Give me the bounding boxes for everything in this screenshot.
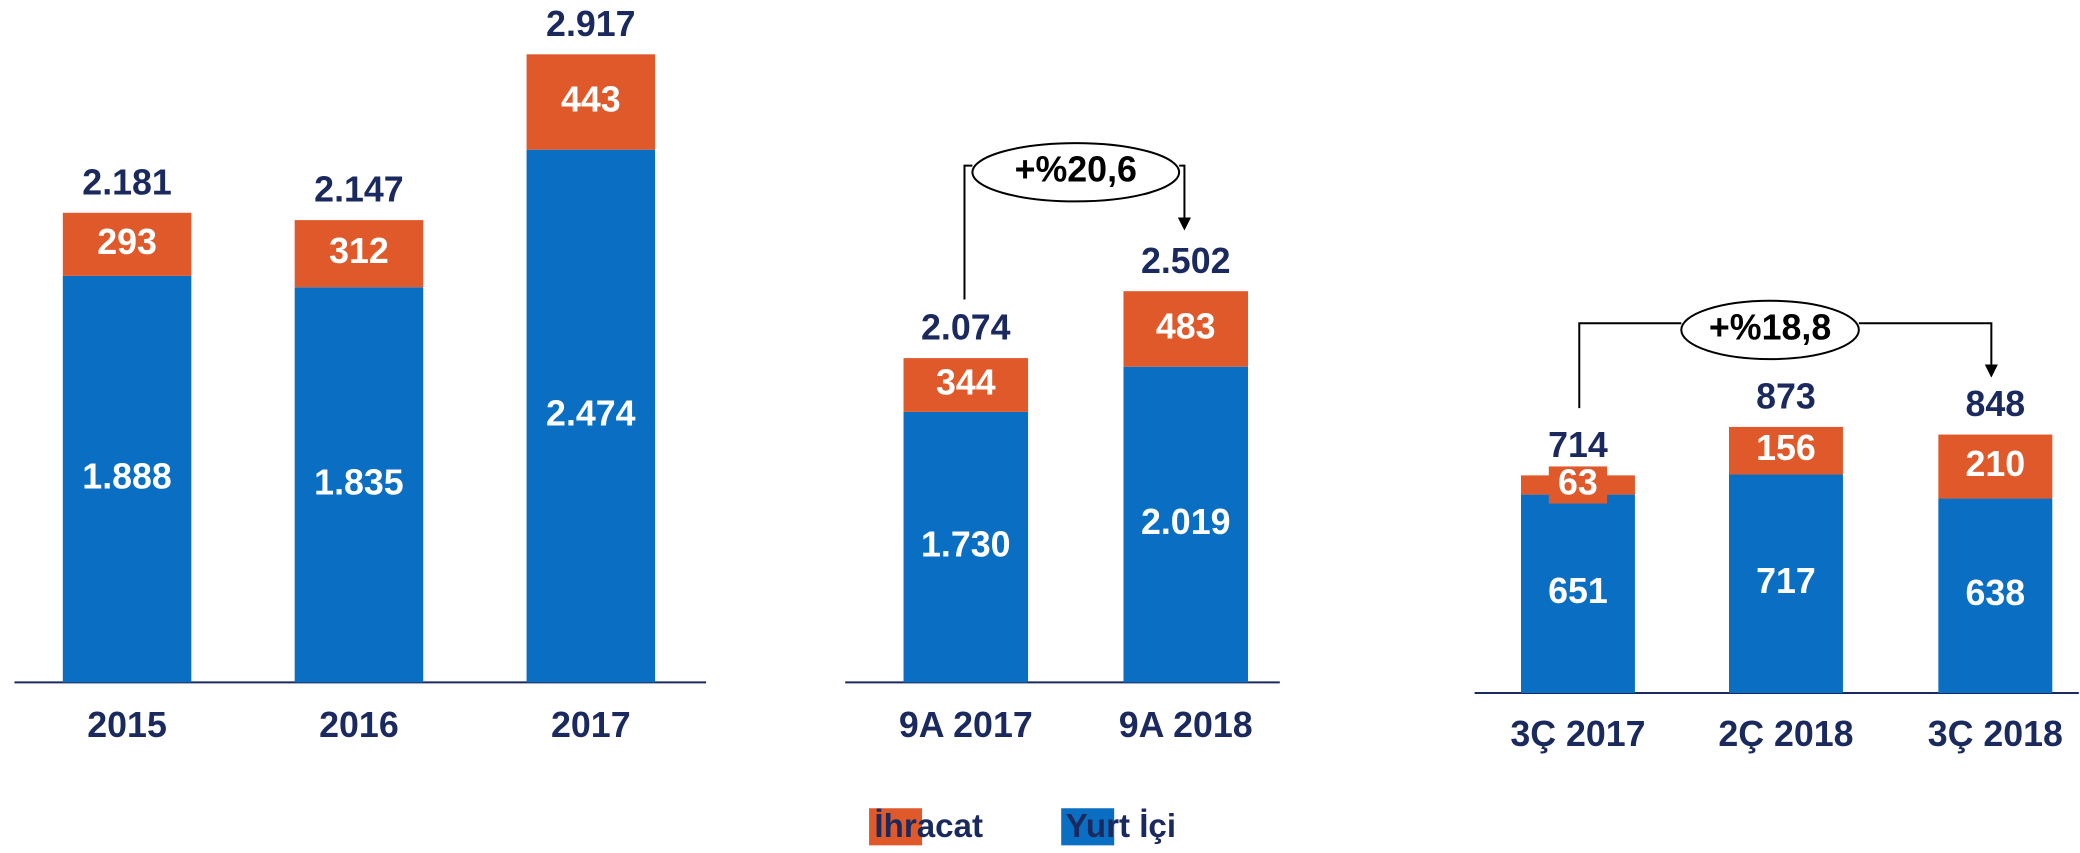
- value-label: 2.019: [1141, 502, 1231, 542]
- x-tick-label: 3Ç 2018: [1928, 714, 2063, 754]
- x-tick-label: 2016: [319, 705, 399, 745]
- value-label: 344: [936, 362, 996, 402]
- growth-bracket: [963, 164, 1184, 300]
- value-label: 651: [1548, 571, 1608, 611]
- legend-label: İhracat: [874, 808, 983, 845]
- bar-segment: [1123, 366, 1249, 683]
- value-label: 210: [1965, 444, 2025, 484]
- total-label: 848: [1965, 384, 2025, 424]
- total-label: 2.074: [921, 308, 1011, 348]
- bar-segment: [903, 411, 1029, 683]
- bar-segment: [62, 275, 192, 683]
- legend-swatch: [869, 808, 923, 846]
- legend-swatch: [1061, 808, 1115, 846]
- bar-segment: [1729, 474, 1843, 693]
- total-label: 2.502: [1141, 241, 1231, 281]
- value-label: 1.888: [82, 457, 172, 497]
- x-tick-label: 2015: [87, 705, 167, 745]
- total-label: 2.147: [314, 170, 404, 210]
- x-tick-label: 2Ç 2018: [1718, 714, 1853, 754]
- bar-segment: [1938, 498, 2053, 693]
- value-label: 2.474: [546, 393, 636, 433]
- value-label: 443: [561, 79, 621, 119]
- bar-segment: [526, 54, 656, 150]
- bar-segment: [1123, 291, 1249, 367]
- growth-label: +%18,8: [1709, 307, 1831, 347]
- total-label: 2.181: [82, 162, 172, 202]
- bar-segment: [294, 220, 424, 288]
- value-label: 717: [1756, 561, 1816, 601]
- bar-segment: [903, 358, 1029, 412]
- bar-segment: [526, 149, 656, 683]
- value-label: 63: [1558, 462, 1598, 502]
- bar-segment: [1520, 494, 1635, 693]
- legend-label: Yurt İçi: [1066, 808, 1176, 845]
- x-tick-label: 9A 2017: [899, 705, 1033, 745]
- value-label: 312: [329, 231, 389, 271]
- growth-bubble: [971, 142, 1181, 203]
- value-label: 483: [1156, 306, 1216, 346]
- total-label: 714: [1548, 425, 1608, 465]
- bar-segment: [1938, 434, 2053, 499]
- x-tick-label: 2017: [551, 705, 631, 745]
- value-label: 638: [1965, 573, 2025, 613]
- bar-segment: [294, 287, 424, 683]
- value-label: 156: [1756, 428, 1816, 468]
- value-label: 1.835: [314, 462, 404, 502]
- growth-bubble: [1680, 299, 1860, 361]
- value-label: 1.730: [921, 525, 1011, 565]
- growth-label: +%20,6: [1015, 150, 1137, 190]
- bar-segment: [1729, 426, 1843, 475]
- total-label: 2.917: [546, 4, 636, 44]
- label-background: [1548, 466, 1608, 504]
- x-tick-label: 3Ç 2017: [1510, 714, 1645, 754]
- bar-segment: [62, 212, 192, 276]
- x-tick-label: 9A 2018: [1119, 705, 1253, 745]
- value-label: 293: [97, 222, 157, 262]
- total-label: 873: [1756, 377, 1816, 417]
- growth-bracket: [1578, 322, 1991, 409]
